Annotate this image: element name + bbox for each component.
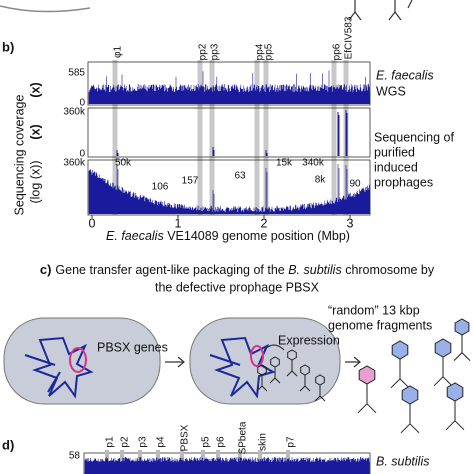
panel-label: d)	[2, 437, 14, 452]
phage-tail	[357, 384, 377, 414]
track-tick: 0	[79, 98, 85, 109]
prophage-label: p6	[216, 436, 227, 448]
prophage-label: PBSX	[180, 424, 191, 451]
coverage-trace	[88, 164, 371, 214]
prophage-label: pp2	[198, 43, 209, 60]
phage-head	[401, 385, 419, 405]
phage-head	[446, 382, 464, 402]
prophage-label: SPbeta	[238, 421, 249, 454]
track-tick: 58	[69, 451, 81, 462]
annotation: 106	[152, 182, 169, 193]
prophage-band	[197, 60, 203, 215]
track-legend: prophages	[374, 175, 433, 189]
track-legend: purified	[374, 145, 415, 159]
track-tick: 585	[68, 68, 85, 79]
x-tick-label: 1	[175, 216, 182, 230]
prophage-label: p5	[201, 436, 212, 448]
annotation: 8k	[315, 175, 327, 186]
phage-head	[391, 340, 409, 360]
phage-tail	[453, 335, 471, 361]
phage-tail	[433, 357, 453, 387]
prophage-label: EfCIV583	[344, 16, 355, 59]
prophage-label: pp3	[210, 43, 221, 60]
track-tick: 0	[79, 149, 85, 160]
title-part: Gene transfer agent-like packaging of th…	[55, 263, 288, 277]
prophage-label: p4	[156, 436, 167, 448]
prophage-label: pp6	[332, 43, 343, 60]
annotation: 15k	[276, 158, 293, 169]
annotation: 157	[182, 176, 199, 187]
track-legend: WGS	[376, 84, 406, 98]
prophage-label: skin	[258, 433, 269, 451]
cells	[3, 317, 361, 405]
annotation: 50k	[115, 158, 132, 169]
phage-head	[434, 338, 452, 358]
track-unit: (x)	[28, 124, 42, 139]
prophage-label: φ1	[113, 46, 124, 58]
prophage-band	[263, 60, 269, 215]
coverage-trace	[88, 70, 371, 104]
panel-label: c)	[40, 262, 52, 277]
prophage-label: p1	[105, 436, 116, 448]
fragments-label: “random” 13 kbp	[328, 303, 420, 317]
coverage-trace	[84, 457, 370, 474]
species: E. faecalis	[106, 229, 164, 243]
track-unit: (x)	[28, 82, 42, 97]
annotation: 340k	[302, 158, 325, 169]
track-tick: 360k	[63, 158, 86, 169]
prophage-band	[112, 60, 118, 215]
prophage-band	[209, 60, 215, 215]
y-axis-sub: (log (x))	[28, 160, 42, 203]
x-tick-label: 0	[89, 216, 96, 230]
title-part: chromosome by	[342, 263, 435, 277]
panel-a-fragment	[0, 0, 413, 21]
panel-label: b)	[2, 39, 14, 54]
genes-label: PBSX genes	[97, 340, 168, 354]
track-tick: 360k	[63, 107, 86, 118]
phage-tail	[314, 385, 326, 402]
title-part: B. subtilis	[288, 263, 342, 277]
annotation: 90	[349, 179, 361, 190]
track-legend: induced	[374, 160, 418, 174]
phage-tail	[400, 404, 420, 434]
phage-head	[454, 318, 470, 336]
y-axis-label: Sequencing coverage	[12, 94, 26, 215]
prophage-label: pp5	[264, 43, 275, 60]
x-label-text: VE14089 genome position (Mbp)	[164, 229, 350, 243]
track-frame	[83, 452, 371, 474]
track-frame	[87, 61, 371, 106]
panel-c-title: c) Gene transfer agent-like packaging of …	[40, 262, 435, 277]
prophage-band	[254, 60, 260, 215]
x-tick-label: 3	[347, 216, 354, 230]
phage-tail	[299, 375, 311, 392]
phage-icons	[256, 318, 471, 434]
prophage-label: p2	[120, 436, 131, 448]
prophage-band	[331, 60, 337, 215]
panel-c-title: the defective prophage PBSX	[155, 280, 320, 294]
prophage-label: p7	[286, 436, 297, 448]
x-tick-label: 2	[261, 216, 268, 230]
fragments-label: genome fragments	[328, 318, 432, 332]
x-axis-label: E. faecalis VE14089 genome position (Mbp…	[106, 229, 350, 243]
annotation: 63	[234, 171, 246, 182]
phage-tail	[286, 360, 298, 377]
track-frame	[87, 159, 371, 216]
track-legend: Sequencing of	[374, 130, 454, 144]
phage-tail	[256, 375, 268, 392]
track-legend: E. faecalis	[376, 68, 434, 82]
phage-tail	[390, 359, 410, 389]
prophage-label: p3	[138, 436, 149, 448]
track-legend: B. subtilis	[376, 454, 430, 468]
phage-tail	[445, 401, 465, 431]
phage-tail	[269, 367, 281, 384]
track-frame	[87, 107, 371, 158]
expression-label: Expression	[278, 333, 340, 347]
phage-head	[358, 365, 376, 385]
prophage-label: pp4	[255, 43, 266, 60]
coverage-trace	[116, 110, 348, 156]
